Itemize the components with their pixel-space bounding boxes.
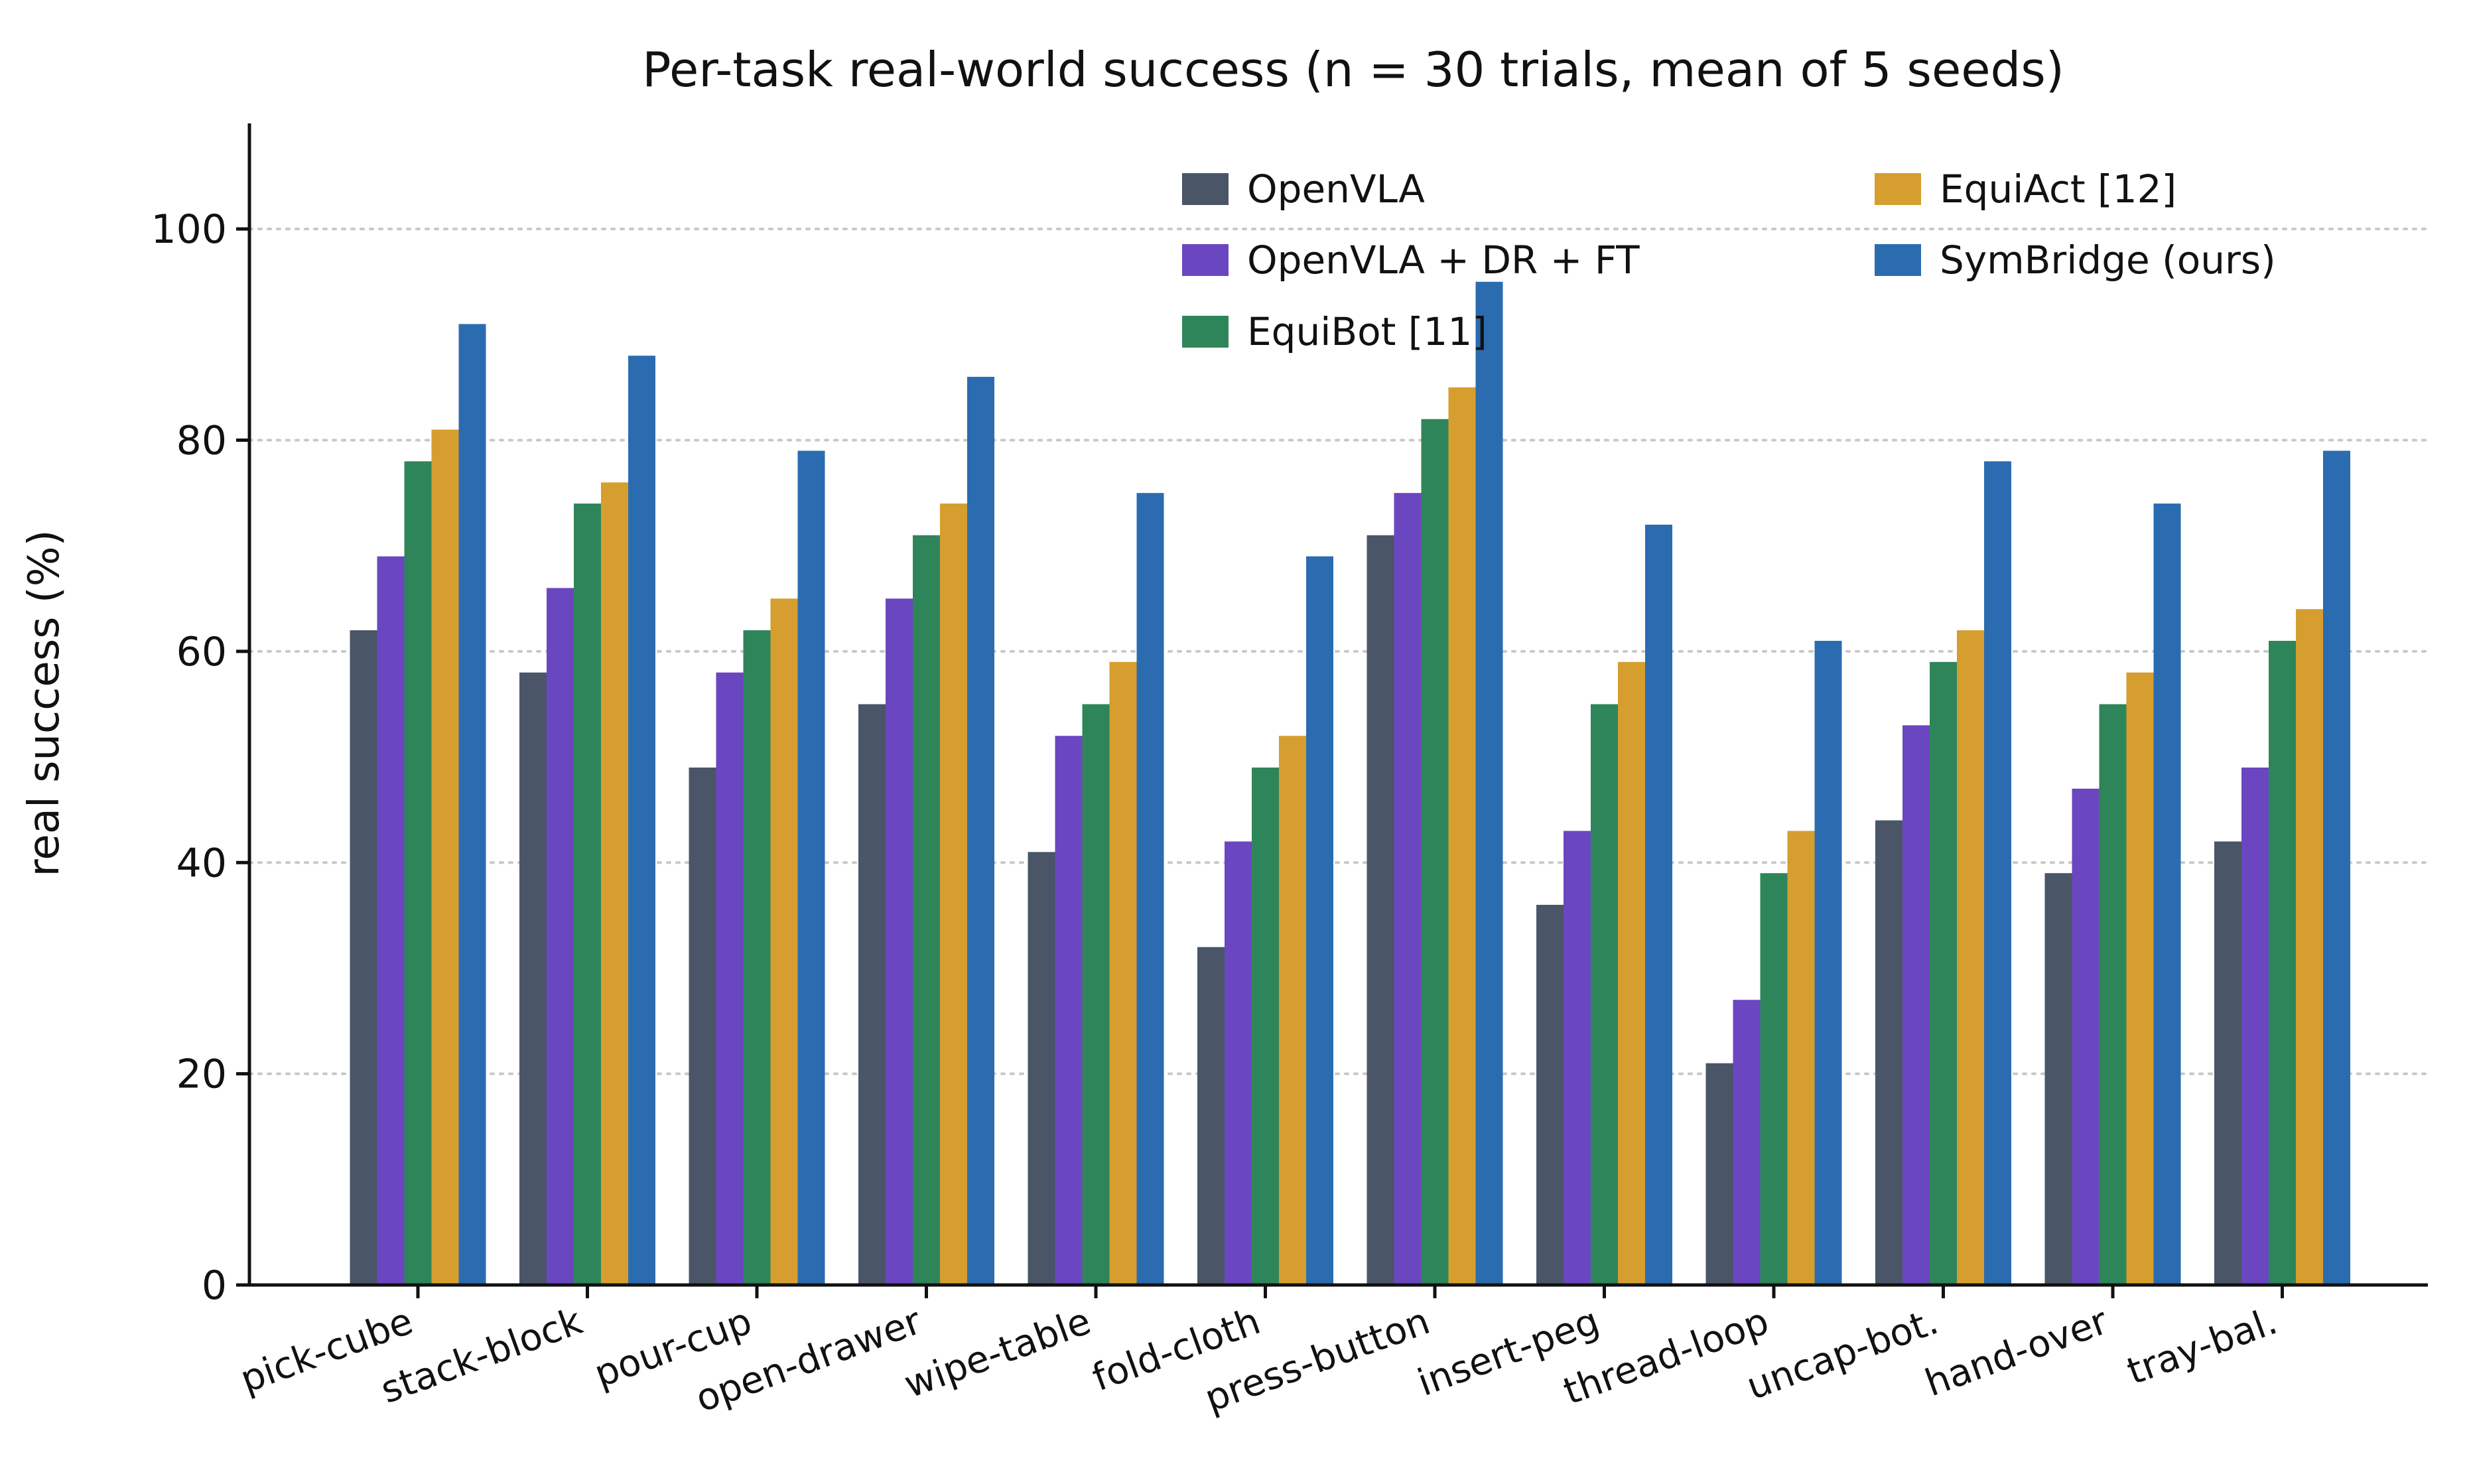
- bar-symbridge-ours-uncap-bot: [1984, 461, 2011, 1285]
- bar-equibot-11-stack-block: [574, 504, 601, 1285]
- bar-equibot-11-pick-cube: [404, 461, 432, 1285]
- bar-openvla-dr-ft-insert-peg: [1564, 831, 1591, 1285]
- bar-equibot-11-hand-over: [2099, 704, 2127, 1285]
- legend-label-equiact-12: EquiAct [12]: [1940, 167, 2176, 212]
- y-tick-label-100: 100: [151, 206, 227, 253]
- bar-openvla-dr-ft-hand-over: [2072, 788, 2100, 1285]
- bar-equibot-11-press-button: [1421, 419, 1449, 1285]
- bar-openvla-fold-cloth: [1197, 947, 1225, 1285]
- y-tick-label-20: 20: [176, 1051, 227, 1098]
- bar-equiact-12-pick-cube: [431, 429, 459, 1286]
- bar-openvla-hand-over: [2044, 873, 2072, 1285]
- bar-equibot-11-fold-cloth: [1252, 768, 1279, 1285]
- x-tick-label-wipe-table: wipe-table: [899, 1300, 1097, 1406]
- bar-equibot-11-insert-peg: [1591, 704, 1618, 1285]
- bar-openvla-dr-ft-tray-bal: [2241, 768, 2269, 1285]
- bar-openvla-dr-ft-open-drawer: [886, 598, 913, 1286]
- legend-label-symbridge-ours: SymBridge (ours): [1940, 237, 2276, 283]
- bar-openvla-dr-ft-stack-block: [547, 588, 574, 1285]
- bar-openvla-tray-bal: [2214, 841, 2241, 1285]
- bar-equiact-12-tray-bal: [2296, 609, 2323, 1285]
- bar-equibot-11-tray-bal: [2269, 640, 2296, 1285]
- bar-symbridge-ours-pour-cup: [797, 450, 825, 1285]
- bar-symbridge-ours-press-button: [1475, 281, 1503, 1286]
- bar-openvla-open-drawer: [858, 704, 886, 1285]
- legend: OpenVLA OpenVLA + DR + FT EquiBot [11] Equi…: [1182, 167, 2276, 354]
- legend-swatch-symbridge-ours: [1875, 244, 1921, 276]
- bar-symbridge-ours-fold-cloth: [1306, 556, 1333, 1285]
- bar-openvla-dr-ft-fold-cloth: [1225, 841, 1252, 1285]
- bar-symbridge-ours-insert-peg: [1645, 524, 1672, 1286]
- y-tick-label-40: 40: [176, 840, 227, 886]
- bar-openvla-dr-ft-pour-cup: [716, 672, 744, 1285]
- y-ticks: 0 20 40 60 80 100: [151, 206, 249, 1309]
- legend-swatch-equiact-12: [1875, 173, 1921, 205]
- bar-openvla-dr-ft-pick-cube: [377, 556, 405, 1285]
- bar-symbridge-ours-pick-cube: [458, 324, 486, 1286]
- bar-equiact-12-open-drawer: [940, 504, 967, 1285]
- bar-openvla-uncap-bot: [1875, 820, 1902, 1285]
- bar-openvla-dr-ft-press-button: [1394, 493, 1422, 1285]
- bar-symbridge-ours-thread-loop: [1814, 640, 1842, 1285]
- bar-equibot-11-pour-cup: [743, 630, 771, 1285]
- bar-openvla-dr-ft-thread-loop: [1733, 1000, 1761, 1285]
- bar-openvla-stack-block: [519, 672, 547, 1285]
- bar-symbridge-ours-tray-bal: [2323, 450, 2350, 1285]
- bar-symbridge-ours-open-drawer: [967, 377, 994, 1285]
- bar-equiact-12-stack-block: [601, 482, 628, 1285]
- x-tick-label-tray-bal: tray-bal.: [2121, 1300, 2283, 1393]
- bar-equiact-12-hand-over: [2126, 672, 2154, 1285]
- y-tick-label-80: 80: [176, 418, 227, 464]
- axes: [247, 123, 2428, 1287]
- legend-swatch-openvla-dr-ft: [1182, 244, 1229, 276]
- bars: [350, 281, 2350, 1286]
- y-tick-label-0: 0: [202, 1262, 227, 1309]
- bar-openvla-pick-cube: [350, 630, 377, 1285]
- x-tick-label-hand-over: hand-over: [1920, 1300, 2114, 1406]
- y-tick-label-60: 60: [176, 629, 227, 675]
- bar-openvla-dr-ft-uncap-bot: [1902, 725, 1930, 1285]
- legend-swatch-equibot-11: [1182, 316, 1229, 348]
- y-axis-label: real success (%): [20, 529, 69, 876]
- bar-symbridge-ours-stack-block: [628, 356, 655, 1286]
- legend-swatch-openvla: [1182, 173, 1229, 205]
- legend-label-openvla-dr-ft: OpenVLA + DR + FT: [1247, 237, 1640, 283]
- bar-openvla-thread-loop: [1705, 1063, 1733, 1285]
- bar-symbridge-ours-hand-over: [2153, 504, 2181, 1285]
- bar-equibot-11-open-drawer: [913, 535, 940, 1285]
- bar-equibot-11-uncap-bot: [1930, 661, 1957, 1285]
- bar-equiact-12-fold-cloth: [1279, 736, 1306, 1285]
- bar-equiact-12-uncap-bot: [1957, 630, 1984, 1285]
- bar-equiact-12-wipe-table: [1109, 661, 1137, 1285]
- bar-equiact-12-thread-loop: [1787, 831, 1815, 1285]
- chart-title: Per-task real-world success (n = 30 tria…: [642, 42, 2064, 98]
- bar-openvla-insert-peg: [1536, 904, 1564, 1285]
- x-tick-label-uncap-bot: uncap-bot.: [1741, 1300, 1944, 1408]
- bar-equiact-12-pour-cup: [770, 598, 798, 1286]
- legend-label-equibot-11: EquiBot [11]: [1247, 309, 1487, 354]
- bar-equiact-12-insert-peg: [1618, 661, 1645, 1285]
- legend-label-openvla: OpenVLA: [1247, 167, 1425, 212]
- bar-equiact-12-press-button: [1448, 387, 1476, 1285]
- bar-openvla-dr-ft-wipe-table: [1055, 736, 1083, 1285]
- bar-symbridge-ours-wipe-table: [1136, 493, 1164, 1285]
- bar-openvla-pour-cup: [689, 768, 716, 1285]
- bar-openvla-wipe-table: [1028, 852, 1055, 1285]
- bar-openvla-press-button: [1367, 535, 1394, 1285]
- bar-equibot-11-wipe-table: [1082, 704, 1110, 1285]
- bar-equibot-11-thread-loop: [1760, 873, 1788, 1285]
